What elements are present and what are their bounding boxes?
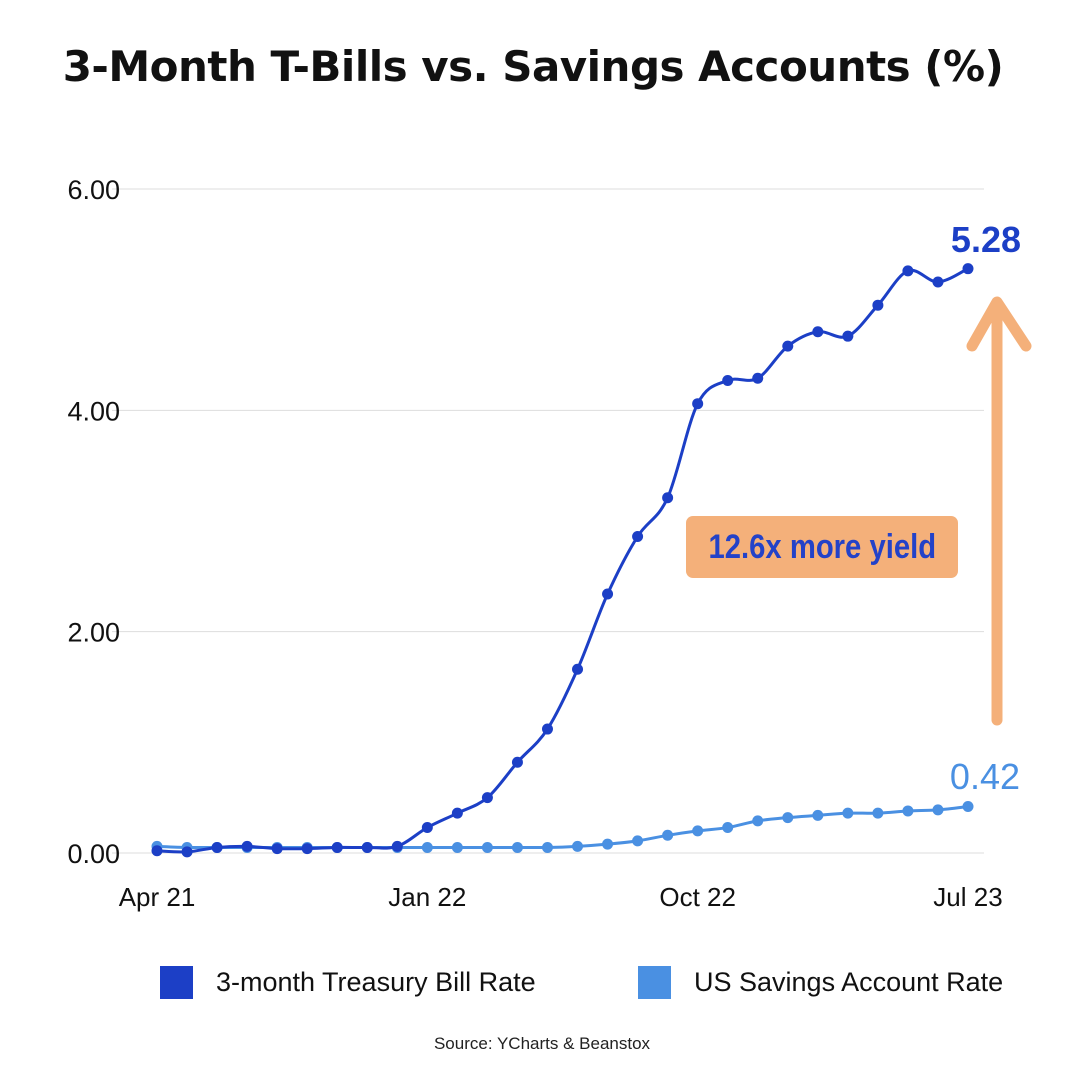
data-point-tbill [902, 265, 914, 277]
legend-label-savings: US Savings Account Rate [694, 967, 1004, 997]
data-point-savings [812, 809, 824, 821]
data-point-tbill [692, 398, 704, 410]
arrow-head-icon [966, 296, 1032, 352]
data-point-savings [782, 812, 794, 824]
y-tick-label: 6.00 [67, 175, 120, 205]
x-tick-label: Apr 21 [119, 882, 196, 912]
data-point-savings [842, 807, 854, 819]
data-point-savings [572, 840, 584, 852]
data-point-tbill [301, 843, 313, 855]
data-point-tbill [181, 846, 193, 858]
tbill-end-label: 5.28 [951, 219, 1021, 260]
data-point-tbill [782, 340, 794, 352]
data-point-tbill [451, 807, 463, 819]
gridlines [112, 188, 984, 854]
data-point-tbill [511, 756, 523, 768]
chart-title: 3-Month T-Bills vs. Savings Accounts (%) [62, 42, 1004, 91]
yield-callout-box: 12.6x more yield [686, 516, 958, 578]
x-tick-label: Oct 22 [659, 882, 736, 912]
y-tick-label: 4.00 [67, 396, 120, 426]
data-point-tbill [872, 299, 884, 311]
data-point-savings [902, 805, 914, 817]
legend: 3-month Treasury Bill Rate US Savings Ac… [0, 966, 1080, 1010]
data-point-savings [662, 829, 674, 841]
data-point-tbill [421, 822, 433, 834]
data-point-savings [752, 815, 764, 827]
data-point-savings [511, 841, 523, 853]
data-point-tbill [632, 530, 644, 542]
data-point-savings [541, 841, 553, 853]
data-point-tbill [211, 841, 223, 853]
series-line-tbill [156, 267, 969, 854]
data-point-tbill [331, 841, 343, 853]
data-point-savings [692, 825, 704, 837]
data-point-tbill [602, 588, 614, 600]
data-point-tbill [572, 663, 584, 675]
y-tick-label: 0.00 [67, 839, 120, 869]
data-point-tbill [722, 374, 734, 386]
data-point-tbill [361, 841, 373, 853]
data-point-savings [632, 835, 644, 847]
end-labels: 5.28 0.42 [950, 219, 1021, 797]
data-point-tbill [932, 276, 944, 288]
y-tick-label: 2.00 [67, 618, 120, 648]
data-point-tbill [842, 330, 854, 342]
data-point-savings [481, 841, 493, 853]
data-point-savings [962, 801, 974, 813]
yield-callout-text: 12.6x more yield [708, 527, 936, 566]
savings-end-label: 0.42 [950, 756, 1020, 797]
data-point-tbill [241, 840, 253, 852]
legend-swatch-savings [638, 966, 671, 999]
legend-item-savings: US Savings Account Rate [638, 966, 1003, 999]
data-point-tbill [481, 792, 493, 804]
legend-label-tbill: 3-month Treasury Bill Rate [216, 967, 536, 997]
data-point-savings [602, 838, 614, 850]
legend-item-tbill: 3-month Treasury Bill Rate [160, 966, 536, 999]
data-point-tbill [662, 492, 674, 504]
source-note: Source: YCharts & Beanstox [433, 1034, 651, 1053]
legend-swatch-tbill [160, 966, 193, 999]
data-point-savings [872, 807, 884, 819]
data-point-tbill [391, 840, 403, 852]
data-point-tbill [812, 326, 824, 338]
data-point-savings [451, 841, 463, 853]
data-point-tbill [752, 372, 764, 384]
x-tick-label: Jul 23 [933, 882, 1002, 912]
y-axis-tick-labels: 0.00 2.00 4.00 6.00 [67, 175, 120, 869]
data-point-savings [421, 841, 433, 853]
data-point-savings [932, 804, 944, 816]
data-point-tbill [541, 723, 553, 735]
data-point-tbill [271, 843, 283, 855]
series-layer [151, 263, 974, 858]
increase-arrow [966, 296, 1032, 726]
data-point-tbill [962, 263, 974, 275]
series-tbill [151, 263, 974, 858]
x-tick-label: Jan 22 [388, 882, 466, 912]
data-point-tbill [151, 845, 163, 857]
data-point-savings [722, 822, 734, 834]
x-axis-tick-labels: Apr 21 Jan 22 Oct 22 Jul 23 [119, 882, 1003, 912]
